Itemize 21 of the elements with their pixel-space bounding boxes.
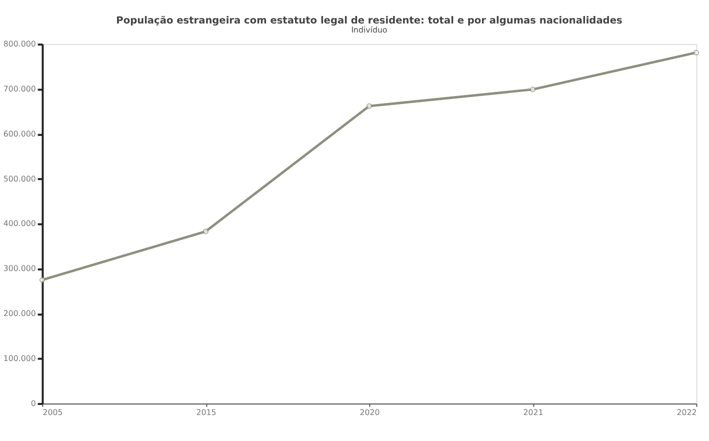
- point: [530, 86, 536, 92]
- x-tick-label: 2021: [523, 408, 544, 417]
- x-tick-label: 2015: [196, 408, 216, 417]
- point: [202, 228, 209, 234]
- point: [693, 50, 700, 56]
- x-tick-label: 2005: [42, 408, 63, 417]
- x-tick-label: 2020: [360, 408, 380, 417]
- point: [366, 103, 372, 109]
- y-tick-label: 100.000: [3, 354, 36, 363]
- y-tick-label: 500.000: [3, 174, 36, 184]
- y-tick-label: 200.000: [3, 309, 36, 318]
- y-tick-label: 400.000: [3, 219, 36, 228]
- y-tick-label: 300.000: [3, 264, 36, 274]
- y-tick-label: 600.000: [3, 129, 36, 138]
- chart-title: População estrangeira com estatuto legal de residente: total e por algumas nacionalidades: [116, 15, 622, 26]
- y-tick-label: 0: [30, 398, 36, 408]
- y-tick-label: 700.000: [3, 84, 36, 94]
- x-tick-label: 2022: [676, 408, 697, 417]
- y-tick-label: 800.000: [3, 40, 36, 49]
- point: [39, 277, 46, 283]
- chart-subtitle: Indivíduo: [351, 25, 388, 34]
